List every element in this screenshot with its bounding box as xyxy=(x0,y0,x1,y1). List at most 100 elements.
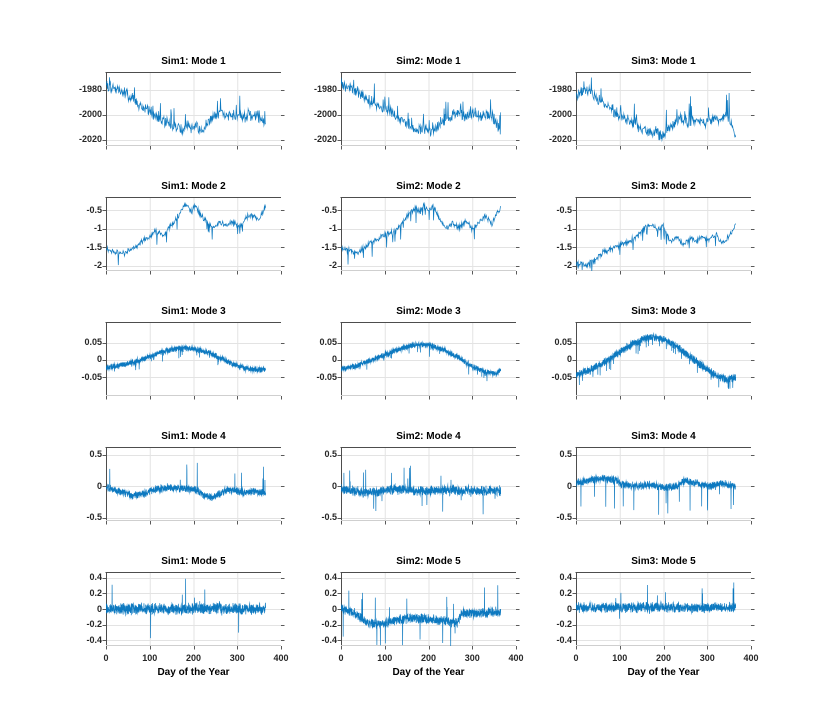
plot-canvas xyxy=(100,191,287,277)
x-axis-label: Day of the Year xyxy=(627,667,700,678)
y-tick-label: 0 xyxy=(331,603,337,614)
y-tick-label: 0 xyxy=(566,354,572,365)
x-tick-label: 200 xyxy=(655,653,672,663)
y-tick-label: -0.2 xyxy=(86,619,102,630)
y-tick-label: -1.5 xyxy=(321,241,337,252)
y-tick-label: -0.5 xyxy=(86,512,102,523)
y-tick-label: 0.05 xyxy=(319,337,337,348)
subplot-title: Sim1: Mode 2 xyxy=(161,181,226,192)
x-axis-label: Day of the Year xyxy=(157,667,230,678)
subplot-title: Sim1: Mode 5 xyxy=(161,556,226,567)
y-tick-label: 0 xyxy=(566,480,572,491)
y-tick-label: -0.2 xyxy=(556,619,572,630)
y-tick-label: -0.4 xyxy=(321,634,337,645)
y-tick-label: -0.5 xyxy=(556,204,572,215)
y-tick-label: -0.05 xyxy=(81,371,102,382)
y-tick-label: 0 xyxy=(96,480,102,491)
subplot-title: Sim2: Mode 3 xyxy=(396,306,461,317)
plot-canvas xyxy=(335,316,522,402)
y-tick-label: 0.2 xyxy=(324,587,337,598)
y-tick-label: -2020 xyxy=(313,134,337,145)
y-tick-label: -1980 xyxy=(548,84,572,95)
x-tick-label: 300 xyxy=(464,653,480,663)
plot-canvas xyxy=(100,66,287,152)
y-tick-label: -1.5 xyxy=(556,241,572,252)
x-tick-label: 400 xyxy=(273,653,289,663)
y-tick-label: -1 xyxy=(328,223,337,234)
y-tick-label: -2 xyxy=(93,260,102,271)
y-tick-label: 0 xyxy=(331,480,337,491)
subplot-title: Sim3: Mode 1 xyxy=(631,56,696,67)
plot-canvas xyxy=(100,316,287,402)
y-tick-label: 0.5 xyxy=(324,449,337,460)
subplot-title: Sim3: Mode 3 xyxy=(631,306,696,317)
x-axis-label: Day of the Year xyxy=(392,667,465,678)
y-tick-label: 0.2 xyxy=(89,587,102,598)
subplot-title: Sim3: Mode 2 xyxy=(631,181,696,192)
x-tick-label: 100 xyxy=(142,653,158,663)
y-tick-label: -1.5 xyxy=(86,241,102,252)
plot-canvas xyxy=(335,441,522,527)
plot-canvas xyxy=(100,566,287,652)
x-tick-label: 100 xyxy=(612,653,628,663)
y-tick-label: 0.4 xyxy=(324,572,337,582)
y-tick-label: -1 xyxy=(93,223,102,234)
y-tick-label: -0.05 xyxy=(316,371,337,382)
subplot-title: Sim2: Mode 1 xyxy=(396,56,461,67)
y-tick-label: -2020 xyxy=(78,134,102,145)
y-tick-label: 0 xyxy=(566,603,572,614)
y-tick-label: -0.05 xyxy=(551,371,572,382)
y-tick-label: -2000 xyxy=(313,109,337,120)
y-tick-label: -0.4 xyxy=(556,634,572,645)
y-tick-label: 0 xyxy=(96,603,102,614)
y-tick-label: -0.5 xyxy=(321,204,337,215)
y-tick-label: 0.05 xyxy=(554,337,572,348)
plot-canvas xyxy=(570,316,757,402)
plot-canvas xyxy=(335,191,522,277)
x-tick-label: 0 xyxy=(573,653,579,663)
x-tick-label: 400 xyxy=(743,653,759,663)
y-tick-label: -1980 xyxy=(78,84,102,95)
x-tick-label: 100 xyxy=(377,653,393,663)
y-tick-label: -2 xyxy=(563,260,572,271)
y-tick-label: -2020 xyxy=(548,134,572,145)
y-tick-label: -0.4 xyxy=(86,634,102,645)
y-tick-label: -2000 xyxy=(78,109,102,120)
subplot-title: Sim2: Mode 4 xyxy=(396,431,461,442)
subplot-title: Sim3: Mode 5 xyxy=(631,556,696,567)
y-tick-label: -2000 xyxy=(548,109,572,120)
subplot-title: Sim3: Mode 4 xyxy=(631,431,696,442)
y-tick-label: 0.4 xyxy=(559,572,572,582)
plot-canvas xyxy=(570,566,757,652)
y-tick-label: 0.2 xyxy=(559,587,572,598)
plot-canvas xyxy=(570,441,757,527)
subplot-title: Sim1: Mode 1 xyxy=(161,56,226,67)
x-tick-label: 200 xyxy=(420,653,437,663)
y-tick-label: 0.5 xyxy=(89,449,102,460)
y-tick-label: 0.5 xyxy=(559,449,572,460)
plot-canvas xyxy=(335,66,522,152)
plot-canvas xyxy=(335,566,522,652)
y-tick-label: -1 xyxy=(563,223,572,234)
y-tick-label: -0.2 xyxy=(321,619,337,630)
y-tick-label: -0.5 xyxy=(321,512,337,523)
plot-canvas xyxy=(570,191,757,277)
y-tick-label: -0.5 xyxy=(556,512,572,523)
y-tick-label: 0.4 xyxy=(89,572,102,582)
y-tick-label: 0 xyxy=(96,354,102,365)
x-tick-label: 0 xyxy=(338,653,344,663)
subplot-title: Sim2: Mode 5 xyxy=(396,556,461,567)
x-tick-label: 200 xyxy=(185,653,202,663)
x-tick-label: 400 xyxy=(508,653,524,663)
x-tick-label: 300 xyxy=(229,653,245,663)
y-tick-label: 0 xyxy=(331,354,337,365)
subplot-title: Sim2: Mode 2 xyxy=(396,181,461,192)
y-tick-label: -2 xyxy=(328,260,337,271)
x-tick-label: 300 xyxy=(699,653,715,663)
y-tick-label: 0.05 xyxy=(84,337,102,348)
subplot-title: Sim1: Mode 3 xyxy=(161,306,226,317)
subplot-title: Sim1: Mode 4 xyxy=(161,431,226,442)
plot-canvas xyxy=(100,441,287,527)
y-tick-label: -1980 xyxy=(313,84,337,95)
